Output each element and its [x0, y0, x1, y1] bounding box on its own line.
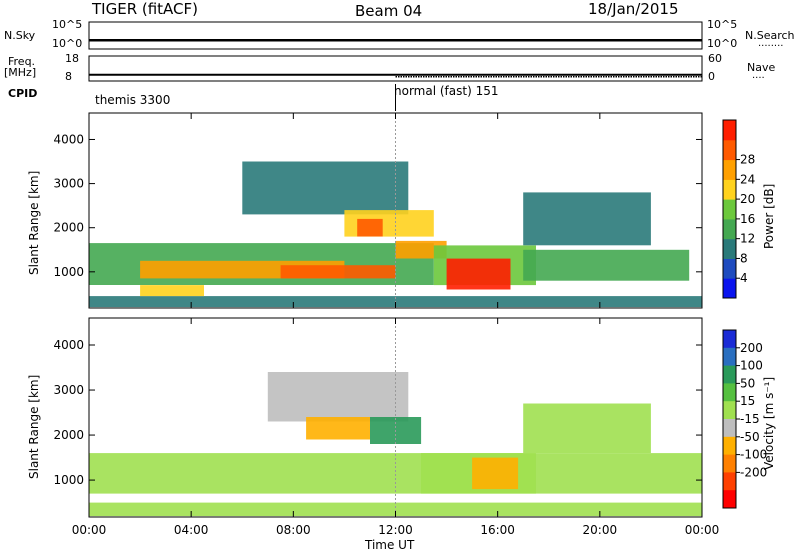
velocity-colorbar-label-2: 50 — [740, 376, 755, 390]
beam-title: Beam 04 — [355, 2, 423, 20]
velocity-colorbar-label-0: 200 — [740, 341, 763, 355]
velocity-panel: 1000 2000 3000 4000 — [53, 317, 703, 518]
x-tick-label-4: 16:00 — [480, 523, 515, 537]
velocity-ytick-label-1: 2000 — [53, 428, 84, 442]
power-colorbar-label-3: 16 — [740, 212, 755, 226]
velocity-colorbar-label-1: 100 — [740, 359, 763, 373]
power-colorbar-label-6: 28 — [740, 153, 755, 167]
velocity-colorbar-swatch-9 — [723, 490, 736, 509]
x-tick-label-1: 04:00 — [174, 523, 209, 537]
velocity-colorbar-swatch-1 — [723, 347, 736, 367]
velocity-ytick-label-3: 4000 — [53, 338, 84, 352]
power-ytick-label-2: 3000 — [53, 177, 84, 191]
velocity-colorbar-label-4: -15 — [740, 412, 760, 426]
power-region-5 — [446, 258, 511, 290]
velocity-region-7 — [523, 403, 651, 453]
power-colorbar-swatch-3 — [723, 218, 736, 240]
velocity-colorbar-label-3: 15 — [740, 394, 755, 408]
date-title: 18/Jan/2015 — [588, 0, 679, 18]
freq-left-tick-bottom: 8 — [65, 70, 72, 83]
nave-right-label: Nave — [747, 61, 776, 74]
power-colorbar: 4 8 12 16 20 24 28 — [722, 119, 755, 299]
noise-left-tick-top: 10^5 — [52, 18, 83, 31]
power-colorbar-swatch-6 — [723, 159, 736, 180]
velocity-colorbar-swatch-3 — [723, 383, 736, 402]
power-colorbar-label-0: 4 — [740, 271, 748, 285]
power-colorbar-label: Power [dB] — [762, 183, 776, 249]
power-colorbar-swatch-8 — [723, 120, 736, 141]
x-tick-label-6: 00:00 — [685, 523, 720, 537]
velocity-colorbar-label-5: -50 — [740, 430, 760, 444]
noise-right-label: N.Search — [745, 29, 795, 42]
power-colorbar-swatch-0 — [723, 278, 736, 299]
x-tick-label-0: 00:00 — [72, 523, 107, 537]
power-colorbar-swatch-1 — [723, 258, 736, 279]
velocity-colorbar-swatch-6 — [723, 436, 736, 456]
cpid-label: CPID — [8, 87, 38, 100]
power-colorbar-frame — [722, 119, 737, 299]
power-colorbar-swatch-7 — [723, 139, 736, 161]
noise-panel-frame — [88, 21, 703, 50]
velocity-colorbar-label-7: -200 — [740, 465, 767, 479]
x-tick-label-2: 08:00 — [276, 523, 311, 537]
velocity-colorbar-swatch-0 — [723, 330, 736, 349]
power-ytick-label-1: 2000 — [53, 221, 84, 235]
noise-sky-trace — [89, 39, 702, 42]
velocity-colorbar-swatch-5 — [723, 419, 736, 438]
nave-right-tick-bottom: 0 — [708, 70, 715, 83]
velocity-colorbar-swatch-4 — [723, 401, 736, 420]
cpid-segment-2: normal (fast) 151 — [394, 84, 499, 98]
velocity-colorbar-swatch-8 — [723, 472, 736, 491]
power-panel: 1000 2000 3000 4000 — [53, 112, 703, 309]
velocity-region-3 — [472, 457, 519, 490]
power-colorbar-swatch-5 — [723, 179, 736, 200]
power-region-10 — [523, 192, 651, 246]
x-tick-label-3: 12:00 — [378, 523, 413, 537]
freq-label-line2: [MHz] — [4, 66, 37, 79]
power-ylabel: Slant Range [km] — [27, 170, 41, 275]
power-region-7 — [242, 161, 409, 215]
freq-label-line1: Freq. — [8, 55, 36, 68]
noise-legend-dots: ........ — [758, 38, 784, 49]
velocity-ylabel: Slant Range [km] — [27, 374, 41, 479]
velocity-region-6 — [306, 417, 370, 440]
noise-right-tick-bottom: 10^0 — [707, 37, 738, 50]
nave-right-tick-top: 60 — [708, 52, 722, 65]
velocity-colorbar: 200 100 50 15 -15 -50 -100 -200 — [722, 329, 767, 509]
power-region-9 — [357, 218, 383, 237]
velocity-region-1 — [89, 502, 702, 517]
power-colorbar-swatch-2 — [723, 238, 736, 259]
power-colorbar-label-1: 8 — [740, 251, 748, 265]
velocity-colorbar-label-6: -100 — [740, 448, 767, 462]
velocity-colorbar-swatch-2 — [723, 365, 736, 384]
freq-panel-frame — [88, 55, 703, 82]
power-region-2 — [280, 265, 396, 279]
power-region-12 — [140, 285, 204, 297]
noise-right-tick-top: 10^5 — [707, 18, 738, 31]
velocity-colorbar-label: Velocity [m s⁻¹] — [762, 376, 776, 470]
velocity-ytick-label-2: 3000 — [53, 383, 84, 397]
velocity-colorbar-swatch-7 — [723, 454, 736, 473]
noise-left-tick-bottom: 10^0 — [52, 37, 83, 50]
x-tick-label-5: 20:00 — [583, 523, 618, 537]
power-colorbar-label-2: 12 — [740, 232, 755, 246]
x-axis-label: Time UT — [365, 538, 415, 552]
station-title: TIGER (fitACF) — [92, 0, 199, 18]
cpid-segment-1: themis 3300 — [95, 93, 171, 107]
nave-legend-dots: .... — [752, 70, 765, 81]
power-colorbar-swatch-4 — [723, 199, 736, 220]
power-colorbar-label-5: 24 — [740, 172, 755, 186]
freq-left-tick-top: 18 — [65, 52, 79, 65]
power-colorbar-label-4: 20 — [740, 192, 755, 206]
velocity-region-4 — [267, 372, 409, 422]
power-ytick-label-3: 4000 — [53, 132, 84, 146]
power-ytick-label-0: 1000 — [53, 265, 84, 279]
velocity-ytick-label-0: 1000 — [53, 473, 84, 487]
noise-left-label: N.Sky — [4, 29, 36, 42]
power-region-6 — [523, 249, 690, 281]
